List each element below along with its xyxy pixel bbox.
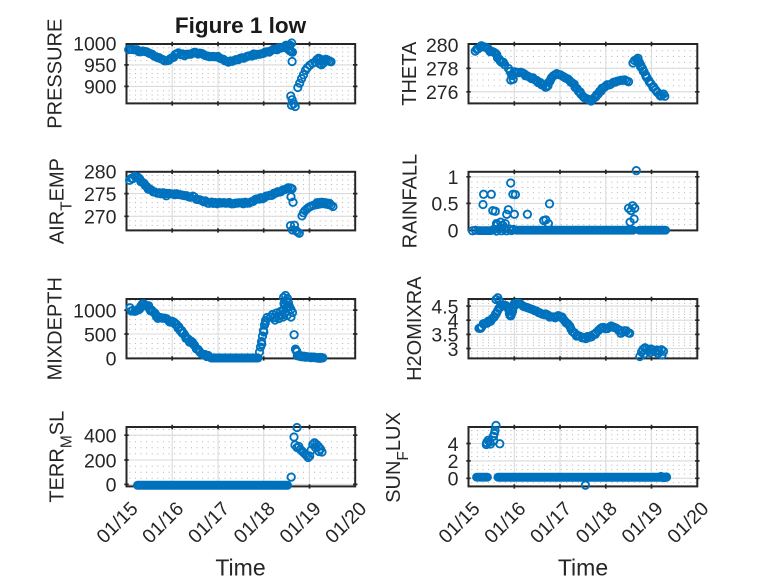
svg-text:280: 280 bbox=[426, 35, 459, 57]
svg-text:H2OMIXRA: H2OMIXRA bbox=[404, 276, 426, 381]
svg-text:0: 0 bbox=[106, 348, 117, 370]
svg-text:1: 1 bbox=[448, 167, 459, 189]
svg-text:270: 270 bbox=[84, 207, 117, 229]
svg-text:0.5: 0.5 bbox=[431, 194, 458, 216]
svg-text:RAINFALL: RAINFALL bbox=[400, 154, 422, 248]
svg-text:4.5: 4.5 bbox=[431, 296, 458, 318]
svg-text:3.5: 3.5 bbox=[431, 325, 458, 347]
svg-text:THETA: THETA bbox=[399, 41, 421, 106]
svg-text:278: 278 bbox=[426, 59, 459, 81]
svg-text:275: 275 bbox=[84, 184, 117, 206]
svg-text:Time: Time bbox=[558, 555, 608, 581]
svg-text:0: 0 bbox=[106, 475, 117, 497]
svg-text:400: 400 bbox=[84, 426, 117, 448]
svg-text:200: 200 bbox=[84, 450, 117, 472]
svg-text:3: 3 bbox=[448, 339, 459, 361]
svg-text:Time: Time bbox=[215, 555, 265, 581]
svg-text:0: 0 bbox=[448, 220, 459, 242]
svg-text:2: 2 bbox=[448, 451, 459, 473]
svg-text:276: 276 bbox=[426, 82, 459, 104]
svg-text:500: 500 bbox=[84, 324, 117, 346]
svg-text:MIXDEPTH: MIXDEPTH bbox=[45, 277, 67, 380]
svg-text:900: 900 bbox=[84, 77, 117, 99]
svg-text:Figure 1 low: Figure 1 low bbox=[175, 13, 307, 38]
svg-text:1000: 1000 bbox=[73, 300, 117, 322]
svg-text:AIRTEMP: AIRTEMP bbox=[47, 158, 76, 244]
svg-text:4: 4 bbox=[448, 311, 459, 333]
svg-text:950: 950 bbox=[84, 55, 117, 77]
svg-text:280: 280 bbox=[84, 161, 117, 183]
svg-text:0: 0 bbox=[448, 469, 459, 491]
svg-text:PRESSURE: PRESSURE bbox=[45, 19, 67, 129]
svg-text:1000: 1000 bbox=[73, 34, 117, 56]
svg-text:4: 4 bbox=[448, 434, 459, 456]
